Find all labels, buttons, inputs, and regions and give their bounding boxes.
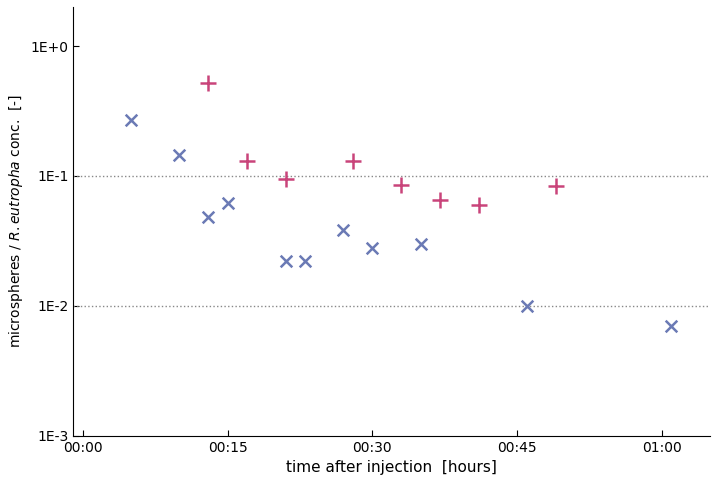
X-axis label: time after injection  [hours]: time after injection [hours] [286, 460, 497, 475]
Point [347, 157, 358, 165]
Point [435, 196, 446, 204]
Point [366, 244, 378, 252]
Point [415, 240, 427, 248]
Point [222, 199, 234, 207]
Point [203, 214, 214, 221]
Point [396, 181, 407, 189]
Point [665, 322, 677, 330]
Point [550, 183, 561, 190]
Point [521, 302, 533, 309]
Y-axis label: microspheres / $\it{R. eutropha}$ conc.  [-]: microspheres / $\it{R. eutropha}$ conc. … [7, 94, 25, 348]
Point [299, 257, 310, 265]
Point [338, 227, 349, 234]
Point [280, 257, 291, 265]
Point [174, 151, 185, 159]
Point [241, 157, 252, 165]
Point [473, 201, 484, 209]
Point [203, 79, 214, 87]
Point [280, 175, 291, 183]
Point [125, 116, 137, 124]
